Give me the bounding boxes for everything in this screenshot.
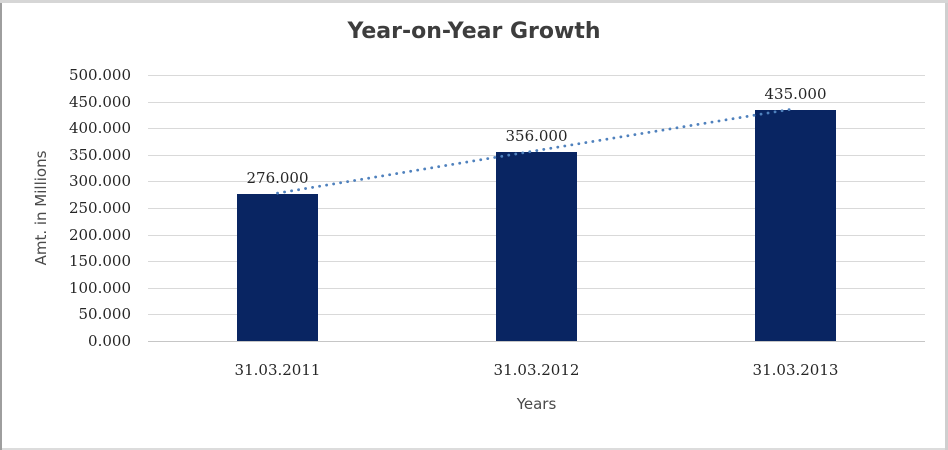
x-tick-label: 31.03.2012: [493, 361, 580, 379]
x-tick-label: 31.03.2011: [234, 361, 321, 379]
x-axis-title: Years: [516, 395, 557, 413]
bar-31.03.2011: [237, 194, 318, 341]
chart-title: Year-on-Year Growth: [347, 19, 601, 44]
y-tick-label: 300.000: [68, 172, 131, 191]
y-tick-label: 200.000: [68, 225, 131, 244]
y-tick-label: 400.000: [68, 119, 131, 138]
bar-31.03.2012: [496, 151, 577, 341]
bar-data-label: 276.000: [246, 169, 309, 188]
bar-31.03.2013: [755, 109, 836, 341]
y-tick-label: 450.000: [68, 92, 131, 111]
y-tick-label: 250.000: [68, 199, 131, 217]
bar-data-label: 356.000: [505, 126, 568, 145]
y-tick-label: 100.000: [68, 278, 131, 297]
gridline: [148, 101, 925, 103]
bar-data-label: 435.000: [764, 84, 827, 103]
y-tick-label: 500.000: [68, 66, 131, 84]
y-tick-label: 150.000: [68, 252, 131, 271]
gridline: [148, 341, 925, 342]
y-tick-label: 350.000: [68, 145, 131, 164]
y-tick-label: 50.000: [78, 305, 132, 324]
gridline: [148, 75, 925, 76]
x-tick-label: 31.03.2013: [752, 361, 839, 379]
y-tick-label: 0.000: [88, 332, 131, 350]
